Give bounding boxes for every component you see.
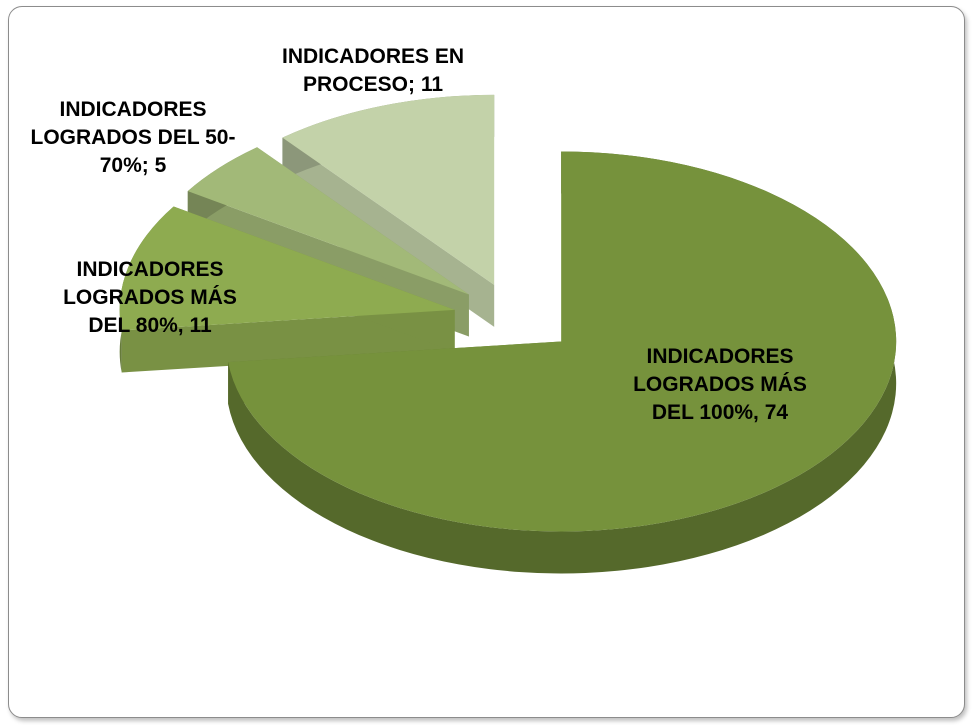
pie-slice xyxy=(119,206,455,331)
pie-slice xyxy=(228,151,897,532)
label-category: INDICADORES LOGRADOS DEL 50-70%; xyxy=(30,98,236,177)
pie-slice xyxy=(282,94,495,285)
data-label: INDICADORES LOGRADOS MÁS DEL 80%, 11 xyxy=(55,256,245,340)
pie-slice xyxy=(187,147,469,295)
label-value: 74 xyxy=(764,401,789,424)
label-value: 11 xyxy=(420,73,444,96)
label-value: 5 xyxy=(154,154,167,177)
data-label: INDICADORES LOGRADOS DEL 50-70%; 5 xyxy=(22,96,244,180)
data-label: INDICADORES LOGRADOS MÁS DEL 100%, 74 xyxy=(615,343,825,427)
label-value: 11 xyxy=(189,314,212,337)
label-category: INDICADORES LOGRADOS MÁS DEL 100%, xyxy=(633,345,807,424)
data-label: INDICADORES EN PROCESO; 11 xyxy=(262,43,484,99)
label-category: INDICADORES LOGRADOS MÁS DEL 80%, xyxy=(63,258,237,337)
label-category: INDICADORES EN PROCESO; xyxy=(281,45,465,96)
